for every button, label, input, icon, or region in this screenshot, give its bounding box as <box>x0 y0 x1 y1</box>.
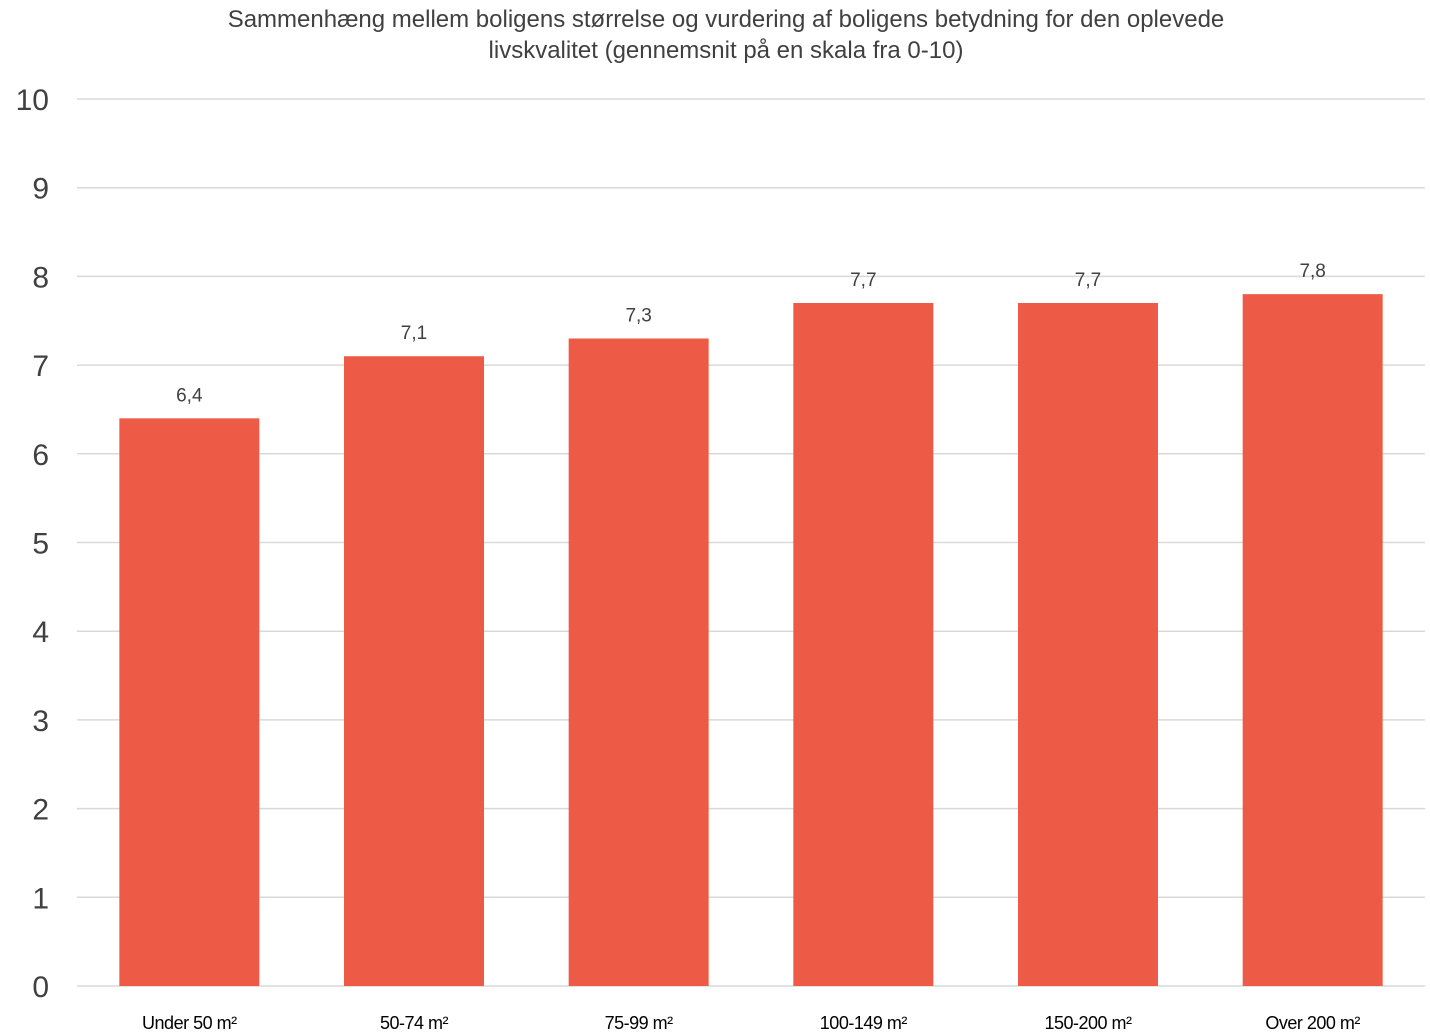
y-tick-label: 4 <box>32 616 49 649</box>
gridlines <box>77 99 1425 986</box>
y-tick-label: 0 <box>32 971 49 1004</box>
y-tick-label: 9 <box>32 173 49 206</box>
x-tick-label: Under 50 m² <box>142 1013 237 1033</box>
bar <box>793 303 933 986</box>
y-tick-label: 2 <box>32 794 49 827</box>
y-tick-label: 3 <box>32 705 49 738</box>
bar <box>569 338 709 986</box>
bar <box>1243 294 1383 986</box>
y-tick-label: 8 <box>32 261 49 294</box>
y-tick-label: 7 <box>32 350 49 383</box>
x-tick-label: 75-99 m² <box>605 1013 674 1033</box>
y-tick-label: 6 <box>32 439 49 472</box>
data-label: 7,7 <box>850 270 876 291</box>
y-tick-label: 5 <box>32 528 49 561</box>
bar <box>119 418 259 986</box>
x-tick-label: Over 200 m² <box>1265 1013 1360 1033</box>
bar <box>344 356 484 986</box>
data-label: 7,1 <box>401 323 427 344</box>
y-tick-label: 10 <box>16 84 49 117</box>
bar <box>1018 303 1158 986</box>
x-tick-label: 150-200 m² <box>1044 1013 1132 1033</box>
data-label: 7,8 <box>1299 261 1325 282</box>
x-tick-label: 100-149 m² <box>820 1013 908 1033</box>
data-label: 7,3 <box>625 305 651 326</box>
data-label: 7,7 <box>1075 270 1101 291</box>
y-axis: 0 1 2 3 4 5 6 7 8 9 10 <box>16 84 49 1004</box>
bars <box>119 294 1382 986</box>
x-axis: Under 50 m² 50-74 m² 75-99 m² 100-149 m² 150… <box>142 1013 1360 1033</box>
x-tick-label: 50-74 m² <box>380 1013 449 1033</box>
data-label: 6,4 <box>176 385 203 406</box>
y-tick-label: 1 <box>32 882 49 915</box>
